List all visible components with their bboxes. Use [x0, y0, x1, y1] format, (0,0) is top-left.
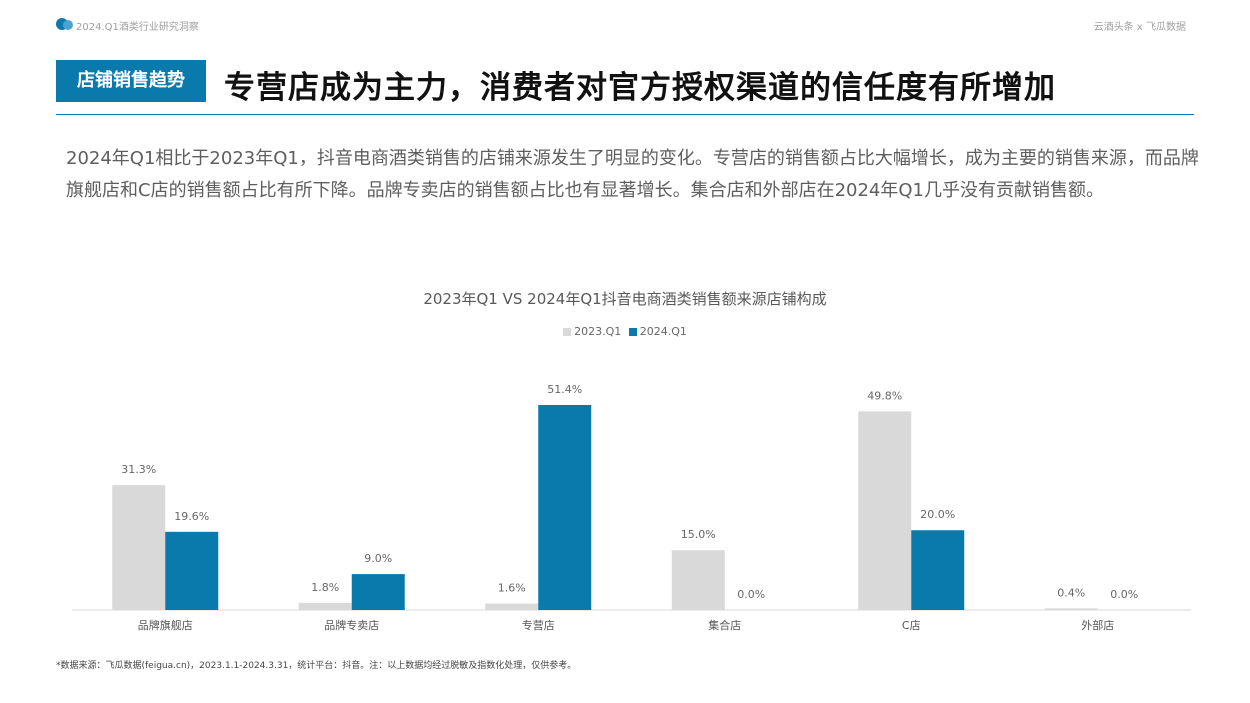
legend-item-2024: 2024.Q1	[628, 325, 687, 338]
data-label-2023.Q1-C店: 49.8%	[867, 389, 902, 402]
category-label-品牌专卖店: 品牌专卖店	[324, 618, 379, 632]
category-label-C店: C店	[902, 618, 921, 632]
bar-2023.Q1-集合店	[671, 550, 725, 610]
data-label-2024.Q1-C店: 20.0%	[920, 508, 955, 521]
bar-2023.Q1-品牌旗舰店	[112, 485, 166, 610]
legend-label-2024: 2024.Q1	[639, 325, 687, 338]
bar-2024.Q1-C店	[911, 530, 965, 610]
bar-2023.Q1-C店	[858, 411, 912, 610]
bar-2023.Q1-专营店	[485, 603, 539, 610]
summary-text: 2024年Q1相比于2023年Q1，抖音电商酒类销售的店铺来源发生了明显的变化。…	[66, 148, 1199, 201]
data-label-2024.Q1-专营店: 51.4%	[547, 383, 582, 396]
data-label-2023.Q1-品牌旗舰店: 31.3%	[121, 463, 156, 476]
data-label-2024.Q1-品牌旗舰店: 19.6%	[174, 510, 209, 523]
data-label-2023.Q1-外部店: 0.4%	[1057, 586, 1085, 599]
legend-item-2023: 2023.Q1	[563, 325, 621, 338]
legend-swatch-2023	[563, 327, 572, 336]
data-label-2024.Q1-集合店: 0.0%	[737, 588, 765, 601]
bar-2024.Q1-专营店	[538, 405, 592, 610]
data-label-2023.Q1-品牌专卖店: 1.8%	[311, 581, 339, 594]
legend-label-2023: 2023.Q1	[574, 325, 622, 338]
logo-icon	[56, 18, 73, 30]
chart-title: 2023年Q1 VS 2024年Q1抖音电商酒类销售额来源店铺构成	[423, 290, 827, 308]
brand-text: 云酒头条 x 飞瓜数据	[1093, 22, 1186, 33]
data-label-2024.Q1-外部店: 0.0%	[1110, 588, 1138, 601]
footnote: *数据来源：飞瓜数据(feigua.cn)，2023.1.1-2024.3.31…	[56, 661, 577, 671]
top-bar: 2024.Q1酒类行业研究洞察 云酒头条 x 飞瓜数据	[56, 14, 1186, 34]
bar-2024.Q1-品牌专卖店	[351, 574, 405, 610]
bar-2024.Q1-品牌旗舰店	[165, 531, 219, 610]
legend-swatch-2024	[628, 327, 637, 336]
page-title: 专营店成为主力，消费者对官方授权渠道的信任度有所增加	[224, 70, 1056, 106]
chart-legend: 2023.Q1 2024.Q1	[0, 325, 1250, 339]
data-label-2024.Q1-品牌专卖店: 9.0%	[364, 552, 392, 565]
category-label-集合店: 集合店	[708, 618, 741, 632]
data-label-2023.Q1-集合店: 15.0%	[681, 528, 716, 541]
bar-2023.Q1-品牌专卖店	[298, 602, 352, 610]
category-label-外部店: 外部店	[1081, 618, 1114, 632]
report-name: 2024.Q1酒类行业研究洞察	[76, 22, 199, 33]
category-label-专营店: 专营店	[522, 618, 555, 632]
category-label-品牌旗舰店: 品牌旗舰店	[138, 618, 193, 632]
bar-2023.Q1-外部店	[1044, 608, 1098, 610]
slide-header: 店铺销售趋势 专营店成为主力，消费者对官方授权渠道的信任度有所增加	[56, 60, 1194, 115]
section-tag: 店铺销售趋势	[56, 60, 206, 102]
data-label-2023.Q1-专营店: 1.6%	[498, 582, 526, 595]
